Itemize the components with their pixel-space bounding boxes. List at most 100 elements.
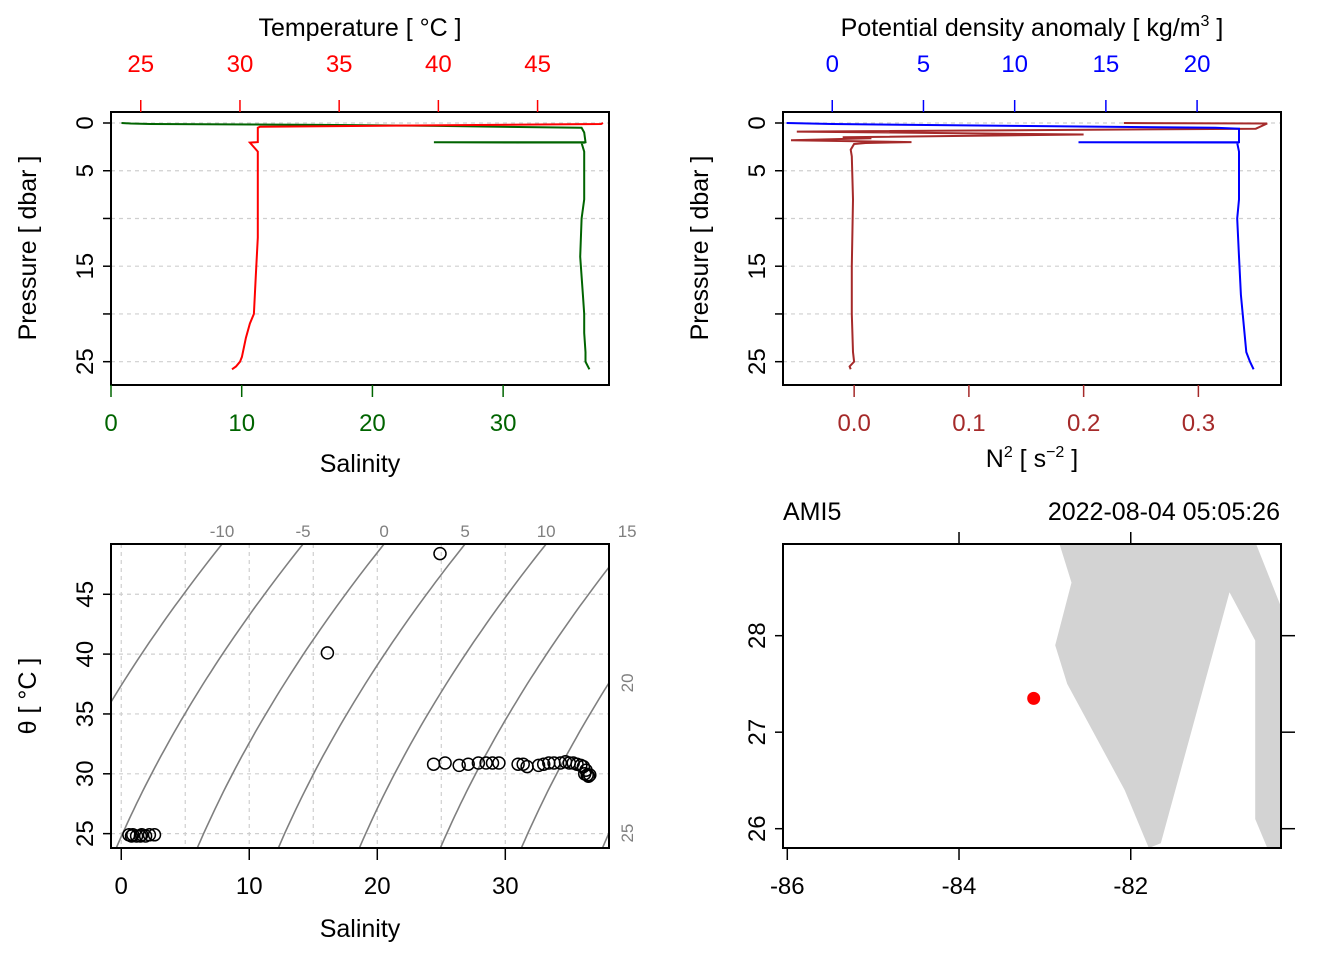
p1-bottom-tick-label: 0 bbox=[104, 410, 117, 437]
ts-point bbox=[461, 757, 475, 771]
p1-left-tick-label: 15 bbox=[72, 253, 99, 280]
isopycnal-line bbox=[277, 544, 467, 848]
p2-potential-density-anomaly-line bbox=[786, 122, 1255, 370]
p3-ticks: -10 -5 0 5 10 15 20 25 0 10 20 30 25 30 35 40 45 bbox=[72, 522, 637, 900]
density-n2-profile-panel: 0 5 15 25 0 5 10 15 20 0.0 0.1 0.2 0.3 Potential den… bbox=[686, 13, 1282, 473]
p3-points bbox=[122, 546, 597, 843]
p1-left-axis-title: Pressure [ dbar ] bbox=[14, 156, 42, 341]
p1-temperature-line bbox=[231, 122, 604, 371]
p3-left-tick-label: 35 bbox=[72, 701, 99, 728]
p1-bottom-tick-label: 30 bbox=[490, 410, 517, 437]
p3-bottom-tick-label: 0 bbox=[115, 873, 128, 900]
ts-point bbox=[511, 757, 525, 771]
p3-left-tick-label: 40 bbox=[72, 641, 99, 668]
isopycnal-line bbox=[196, 544, 386, 848]
isopycnal-line bbox=[111, 544, 224, 704]
p2-bottom-tick-label: 0.0 bbox=[837, 410, 870, 437]
isopycnal-label-top: 0 bbox=[379, 522, 388, 541]
isopycnal-label-top: 10 bbox=[537, 522, 556, 541]
p4-bottom-tick-label: -82 bbox=[1113, 873, 1148, 900]
p4-left-tick-label: 28 bbox=[744, 622, 771, 649]
p4-left-tick-label: 26 bbox=[744, 815, 771, 842]
isopycnal-label-right: 25 bbox=[618, 824, 637, 843]
p2-bottom-title-mid: [ s bbox=[1013, 445, 1046, 473]
station-marker[interactable] bbox=[1027, 691, 1041, 705]
p1-ticks: 0 5 15 25 25 30 35 40 45 0 10 20 30 bbox=[72, 51, 551, 437]
ts-point bbox=[134, 828, 149, 842]
isopycnal-label-top: -5 bbox=[296, 522, 311, 541]
isopycnal-line bbox=[520, 681, 609, 848]
p2-top-tick-label: 0 bbox=[826, 51, 839, 78]
p3-grid bbox=[111, 544, 609, 848]
p3-left-tick-label: 30 bbox=[72, 760, 99, 787]
p4-ticks: -86 -84 -82 26 27 28 bbox=[744, 532, 1295, 900]
p2-bottom-title-end: ] bbox=[1064, 445, 1078, 473]
isopycnal-line bbox=[601, 831, 609, 848]
station-timestamp: 2022-08-04 05:05:26 bbox=[1048, 498, 1280, 526]
p1-top-tick-label: 40 bbox=[425, 51, 452, 78]
p2-frame bbox=[782, 111, 1282, 386]
isopycnal-line bbox=[115, 544, 305, 848]
isopycnal-label-top: -10 bbox=[210, 522, 235, 541]
p2-top-axis-title: Potential density anomaly [ kg/m3 ] bbox=[841, 13, 1224, 42]
p2-top-title-sup: 3 bbox=[1201, 13, 1210, 30]
p2-bottom-title-sup: 2 bbox=[1004, 444, 1013, 461]
p2-top-title-main: Potential density anomaly [ kg/m bbox=[841, 14, 1201, 42]
ts-point bbox=[438, 756, 452, 770]
p2-left-tick-label: 15 bbox=[744, 253, 771, 280]
ts-point bbox=[531, 758, 546, 773]
ts-point bbox=[581, 769, 596, 783]
p1-salinity-line bbox=[121, 122, 591, 370]
p1-left-tick-label: 0 bbox=[72, 116, 99, 129]
p1-top-tick-label: 35 bbox=[326, 51, 353, 78]
ts-point bbox=[147, 828, 162, 842]
p1-top-tick-label: 25 bbox=[127, 51, 154, 78]
p4-bottom-tick-label: -86 bbox=[770, 873, 805, 900]
station-map-panel: -86 -84 -82 26 27 28 AMI5 2022-08-04 05:05:26 bbox=[744, 498, 1295, 900]
p1-bottom-tick-label: 20 bbox=[359, 410, 386, 437]
p1-bottom-axis-title: Salinity bbox=[320, 450, 401, 478]
p2-ticks: 0 5 15 25 0 5 10 15 20 0.0 0.1 0.2 0.3 bbox=[744, 51, 1215, 437]
isopycnal-label-right: 20 bbox=[618, 673, 637, 692]
ts-point bbox=[142, 828, 157, 842]
p1-frame bbox=[110, 111, 610, 386]
isopycnal-line bbox=[358, 544, 548, 848]
p2-bottom-tick-label: 0.3 bbox=[1182, 410, 1215, 437]
land-polygon bbox=[1055, 544, 1281, 848]
p3-frame bbox=[110, 543, 610, 849]
ts-point bbox=[320, 646, 335, 660]
p2-bottom-tick-label: 0.2 bbox=[1067, 410, 1100, 437]
p2-top-tick-label: 15 bbox=[1093, 51, 1120, 78]
p2-bottom-axis-title: N2 [ s−2 ] bbox=[986, 444, 1078, 473]
p1-lines bbox=[121, 122, 604, 371]
p2-bottom-tick-label: 0.1 bbox=[952, 410, 985, 437]
ts-point bbox=[485, 756, 500, 770]
p3-bottom-axis-title: Salinity bbox=[320, 915, 401, 943]
ts-point bbox=[124, 829, 139, 843]
p1-bottom-tick-label: 10 bbox=[228, 410, 255, 437]
p3-left-axis-title: θ [ °C ] bbox=[14, 658, 42, 735]
ts-point bbox=[583, 768, 597, 782]
station-label: AMI5 bbox=[783, 498, 841, 526]
ts-point bbox=[536, 757, 551, 771]
p1-grid bbox=[111, 122, 609, 363]
p3-left-tick-label: 45 bbox=[72, 581, 99, 608]
ts-point bbox=[471, 756, 486, 770]
p2-left-axis-title: Pressure [ dbar ] bbox=[686, 156, 714, 341]
ts-point bbox=[433, 546, 447, 561]
p2-top-tick-label: 5 bbox=[917, 51, 930, 78]
ts-point bbox=[492, 756, 506, 770]
isopycnal-label-top: 5 bbox=[460, 522, 469, 541]
p2-grid bbox=[783, 122, 1281, 363]
p2-left-tick-label: 0 bbox=[744, 116, 771, 129]
ts-point bbox=[133, 829, 148, 843]
p2-n2-line bbox=[790, 122, 1268, 370]
ts-point bbox=[452, 758, 466, 773]
ts-diagram-panel: -10 -5 0 5 10 15 20 25 0 10 20 30 25 30 35 40 45 Salinit… bbox=[14, 522, 637, 943]
p2-lines bbox=[786, 122, 1268, 370]
p2-left-tick-label: 25 bbox=[744, 348, 771, 375]
isopycnal-label-top: 15 bbox=[618, 522, 637, 541]
p2-bottom-title-main: N bbox=[986, 445, 1004, 473]
p1-left-tick-label: 25 bbox=[72, 348, 99, 375]
